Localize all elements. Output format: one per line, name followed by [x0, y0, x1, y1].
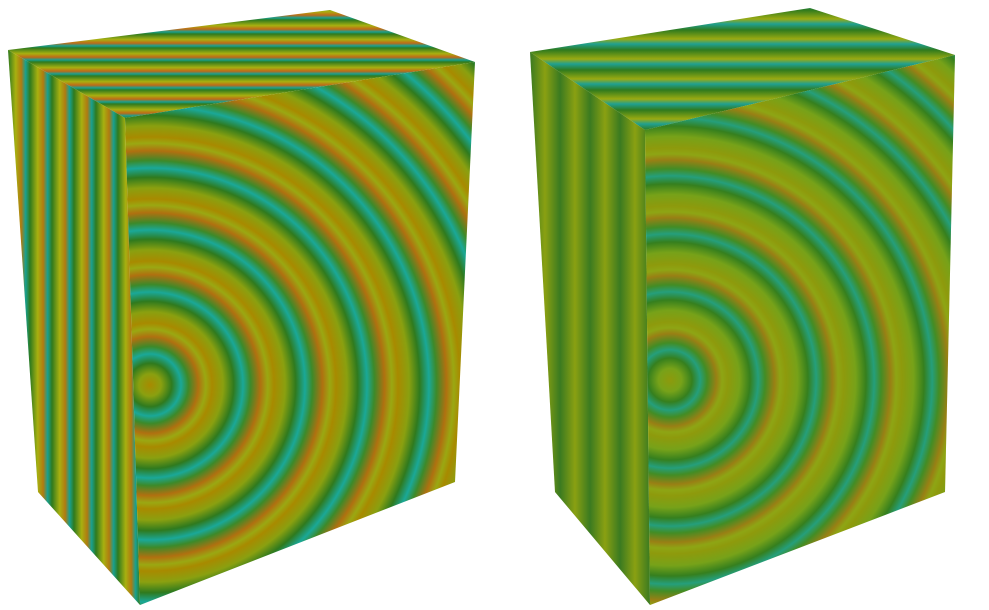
- right-volume: [530, 8, 955, 605]
- front-face: [645, 55, 955, 605]
- side-face: [8, 50, 140, 605]
- top-face: [8, 10, 475, 118]
- front-face: [125, 62, 475, 605]
- top-face: [530, 8, 955, 130]
- side-face: [530, 52, 650, 605]
- left-volume: [8, 10, 475, 605]
- front-face-shade: [645, 55, 955, 605]
